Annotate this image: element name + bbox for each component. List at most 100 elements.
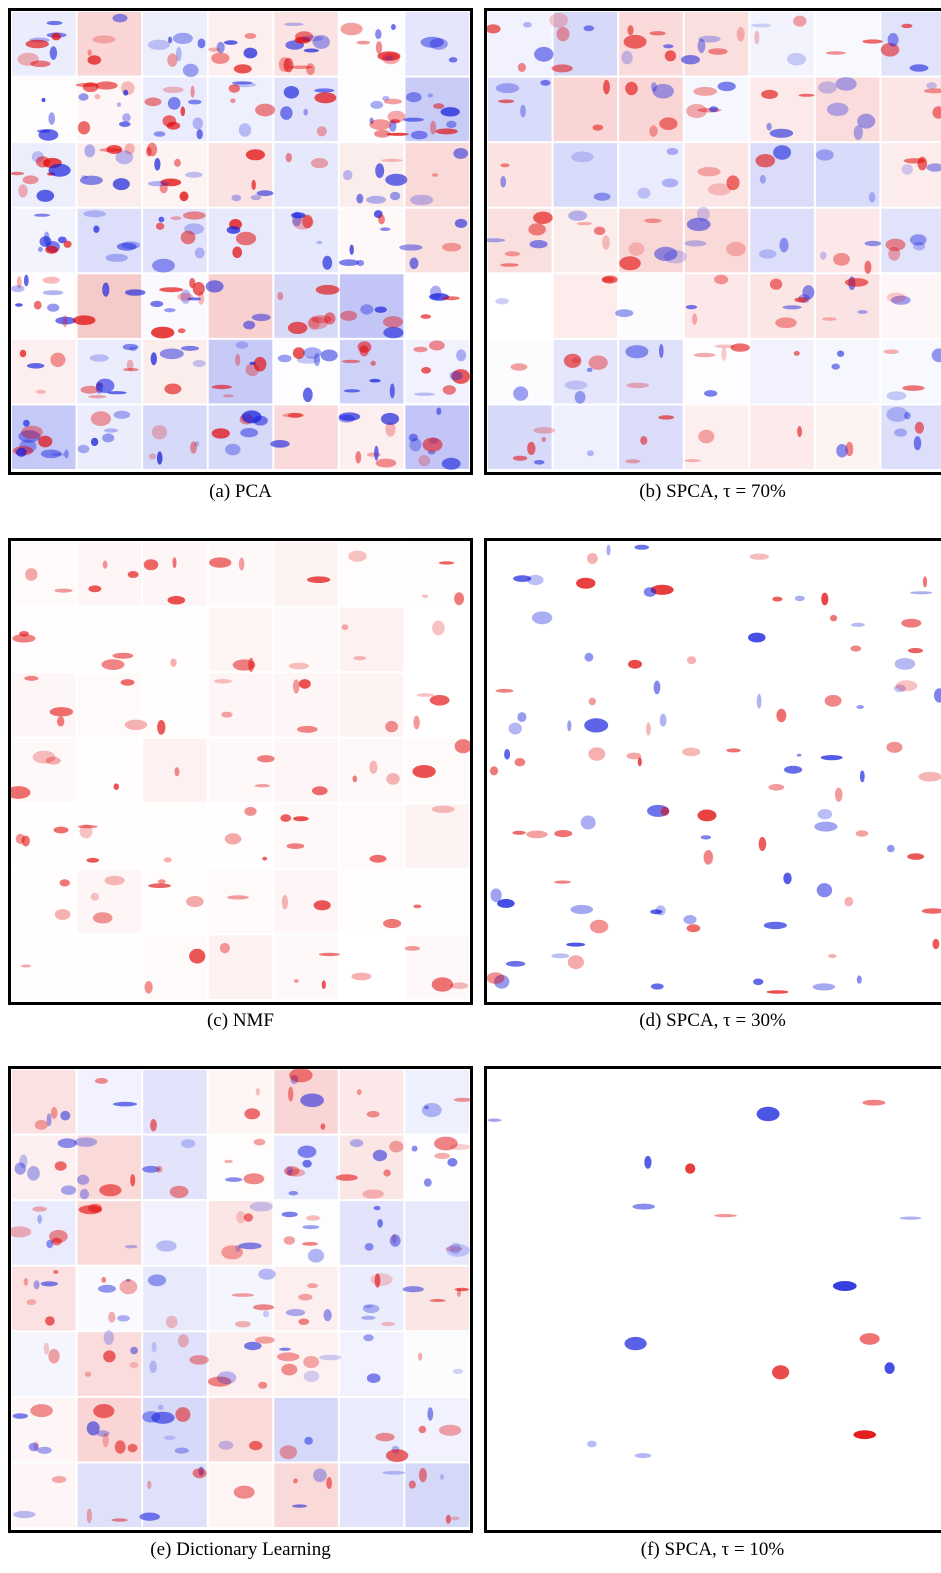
feature-blob xyxy=(287,1168,306,1177)
feature-blob xyxy=(15,303,23,307)
feature-blob xyxy=(418,1352,423,1361)
feature-blob xyxy=(234,1321,251,1328)
feature-blob xyxy=(45,1316,55,1326)
feature-blob xyxy=(124,719,148,730)
feature-blob xyxy=(322,255,333,270)
feature-blob xyxy=(686,924,701,933)
feature-blob xyxy=(606,544,611,556)
tile xyxy=(488,1463,552,1527)
feature-blob xyxy=(40,449,62,459)
feature-blob xyxy=(924,88,941,94)
feature-blob xyxy=(86,857,100,863)
tile xyxy=(274,1397,338,1462)
feature-blob xyxy=(243,320,256,330)
feature-blob xyxy=(262,856,268,861)
tile xyxy=(816,1267,880,1331)
feature-blob xyxy=(298,1293,313,1301)
feature-blob xyxy=(726,241,746,257)
feature-blob xyxy=(127,571,139,578)
feature-blob xyxy=(181,345,199,351)
tile xyxy=(12,870,76,934)
tile xyxy=(816,673,880,737)
feature-blob xyxy=(931,348,941,363)
feature-blob xyxy=(35,389,46,394)
feature-blob xyxy=(224,1159,233,1164)
feature-blob xyxy=(101,1276,107,1283)
feature-blob xyxy=(864,260,872,274)
feature-blob xyxy=(487,1118,502,1122)
tile xyxy=(143,1201,207,1265)
feature-blob xyxy=(286,1166,293,1176)
feature-blob xyxy=(730,343,750,352)
feature-blob xyxy=(102,560,108,569)
feature-blob xyxy=(49,1229,68,1243)
tile xyxy=(619,673,683,737)
feature-blob xyxy=(126,359,134,371)
feature-blob xyxy=(567,955,584,970)
feature-blob xyxy=(60,1110,71,1121)
tile xyxy=(554,1070,618,1134)
tile xyxy=(77,208,142,273)
feature-blob xyxy=(383,316,403,328)
tile xyxy=(619,1463,683,1527)
feature-blob xyxy=(661,178,679,188)
caption: (d) SPCA, τ = 30% xyxy=(639,1010,786,1031)
feature-blob xyxy=(913,241,926,251)
feature-blob xyxy=(816,883,833,898)
feature-blob xyxy=(698,429,715,444)
feature-blob xyxy=(250,194,262,201)
feature-blob xyxy=(372,1149,388,1162)
feature-blob xyxy=(51,32,61,41)
feature-blob xyxy=(758,249,777,259)
feature-blob xyxy=(430,120,437,135)
feature-blob xyxy=(513,575,532,582)
feature-blob xyxy=(645,722,651,736)
feature-blob xyxy=(886,406,909,422)
feature-blob xyxy=(663,44,674,49)
feature-blob xyxy=(114,1440,126,1454)
feature-blob xyxy=(147,39,170,50)
feature-blob xyxy=(408,433,418,442)
feature-blob xyxy=(902,385,925,391)
feature-blob xyxy=(314,88,335,93)
feature-blob xyxy=(185,171,203,178)
tile xyxy=(274,405,338,469)
feature-blob xyxy=(159,287,184,293)
feature-blob xyxy=(504,749,511,760)
feature-blob xyxy=(797,426,802,438)
feature-blob xyxy=(281,1211,298,1218)
feature-blob xyxy=(318,952,340,957)
feature-blob xyxy=(650,584,674,595)
feature-blob xyxy=(438,561,455,565)
feature-blob xyxy=(27,1166,40,1181)
tile xyxy=(750,1201,814,1265)
feature-blob xyxy=(293,1478,298,1484)
feature-blob xyxy=(383,326,404,339)
feature-blob xyxy=(80,175,103,185)
feature-blob xyxy=(99,1184,122,1197)
tile xyxy=(274,935,338,999)
feature-blob xyxy=(249,1440,263,1451)
feature-blob xyxy=(883,349,899,355)
feature-blob xyxy=(369,854,387,863)
feature-blob xyxy=(33,300,42,310)
tile xyxy=(77,405,142,469)
feature-blob xyxy=(899,1216,922,1220)
feature-blob xyxy=(175,47,182,62)
feature-blob xyxy=(704,390,718,397)
feature-blob xyxy=(856,705,864,709)
tile xyxy=(881,77,941,142)
feature-blob xyxy=(167,97,181,110)
feature-blob xyxy=(304,1436,313,1445)
feature-blob xyxy=(127,1443,138,1453)
feature-blob xyxy=(289,1069,313,1083)
feature-blob xyxy=(19,631,29,637)
feature-blob xyxy=(244,806,257,816)
feature-blob xyxy=(231,1293,255,1297)
feature-blob xyxy=(385,1449,409,1462)
feature-blob xyxy=(440,107,460,117)
feature-blob xyxy=(187,297,202,301)
feature-blob xyxy=(174,158,181,167)
feature-blob xyxy=(164,383,182,395)
tile xyxy=(554,1136,618,1200)
